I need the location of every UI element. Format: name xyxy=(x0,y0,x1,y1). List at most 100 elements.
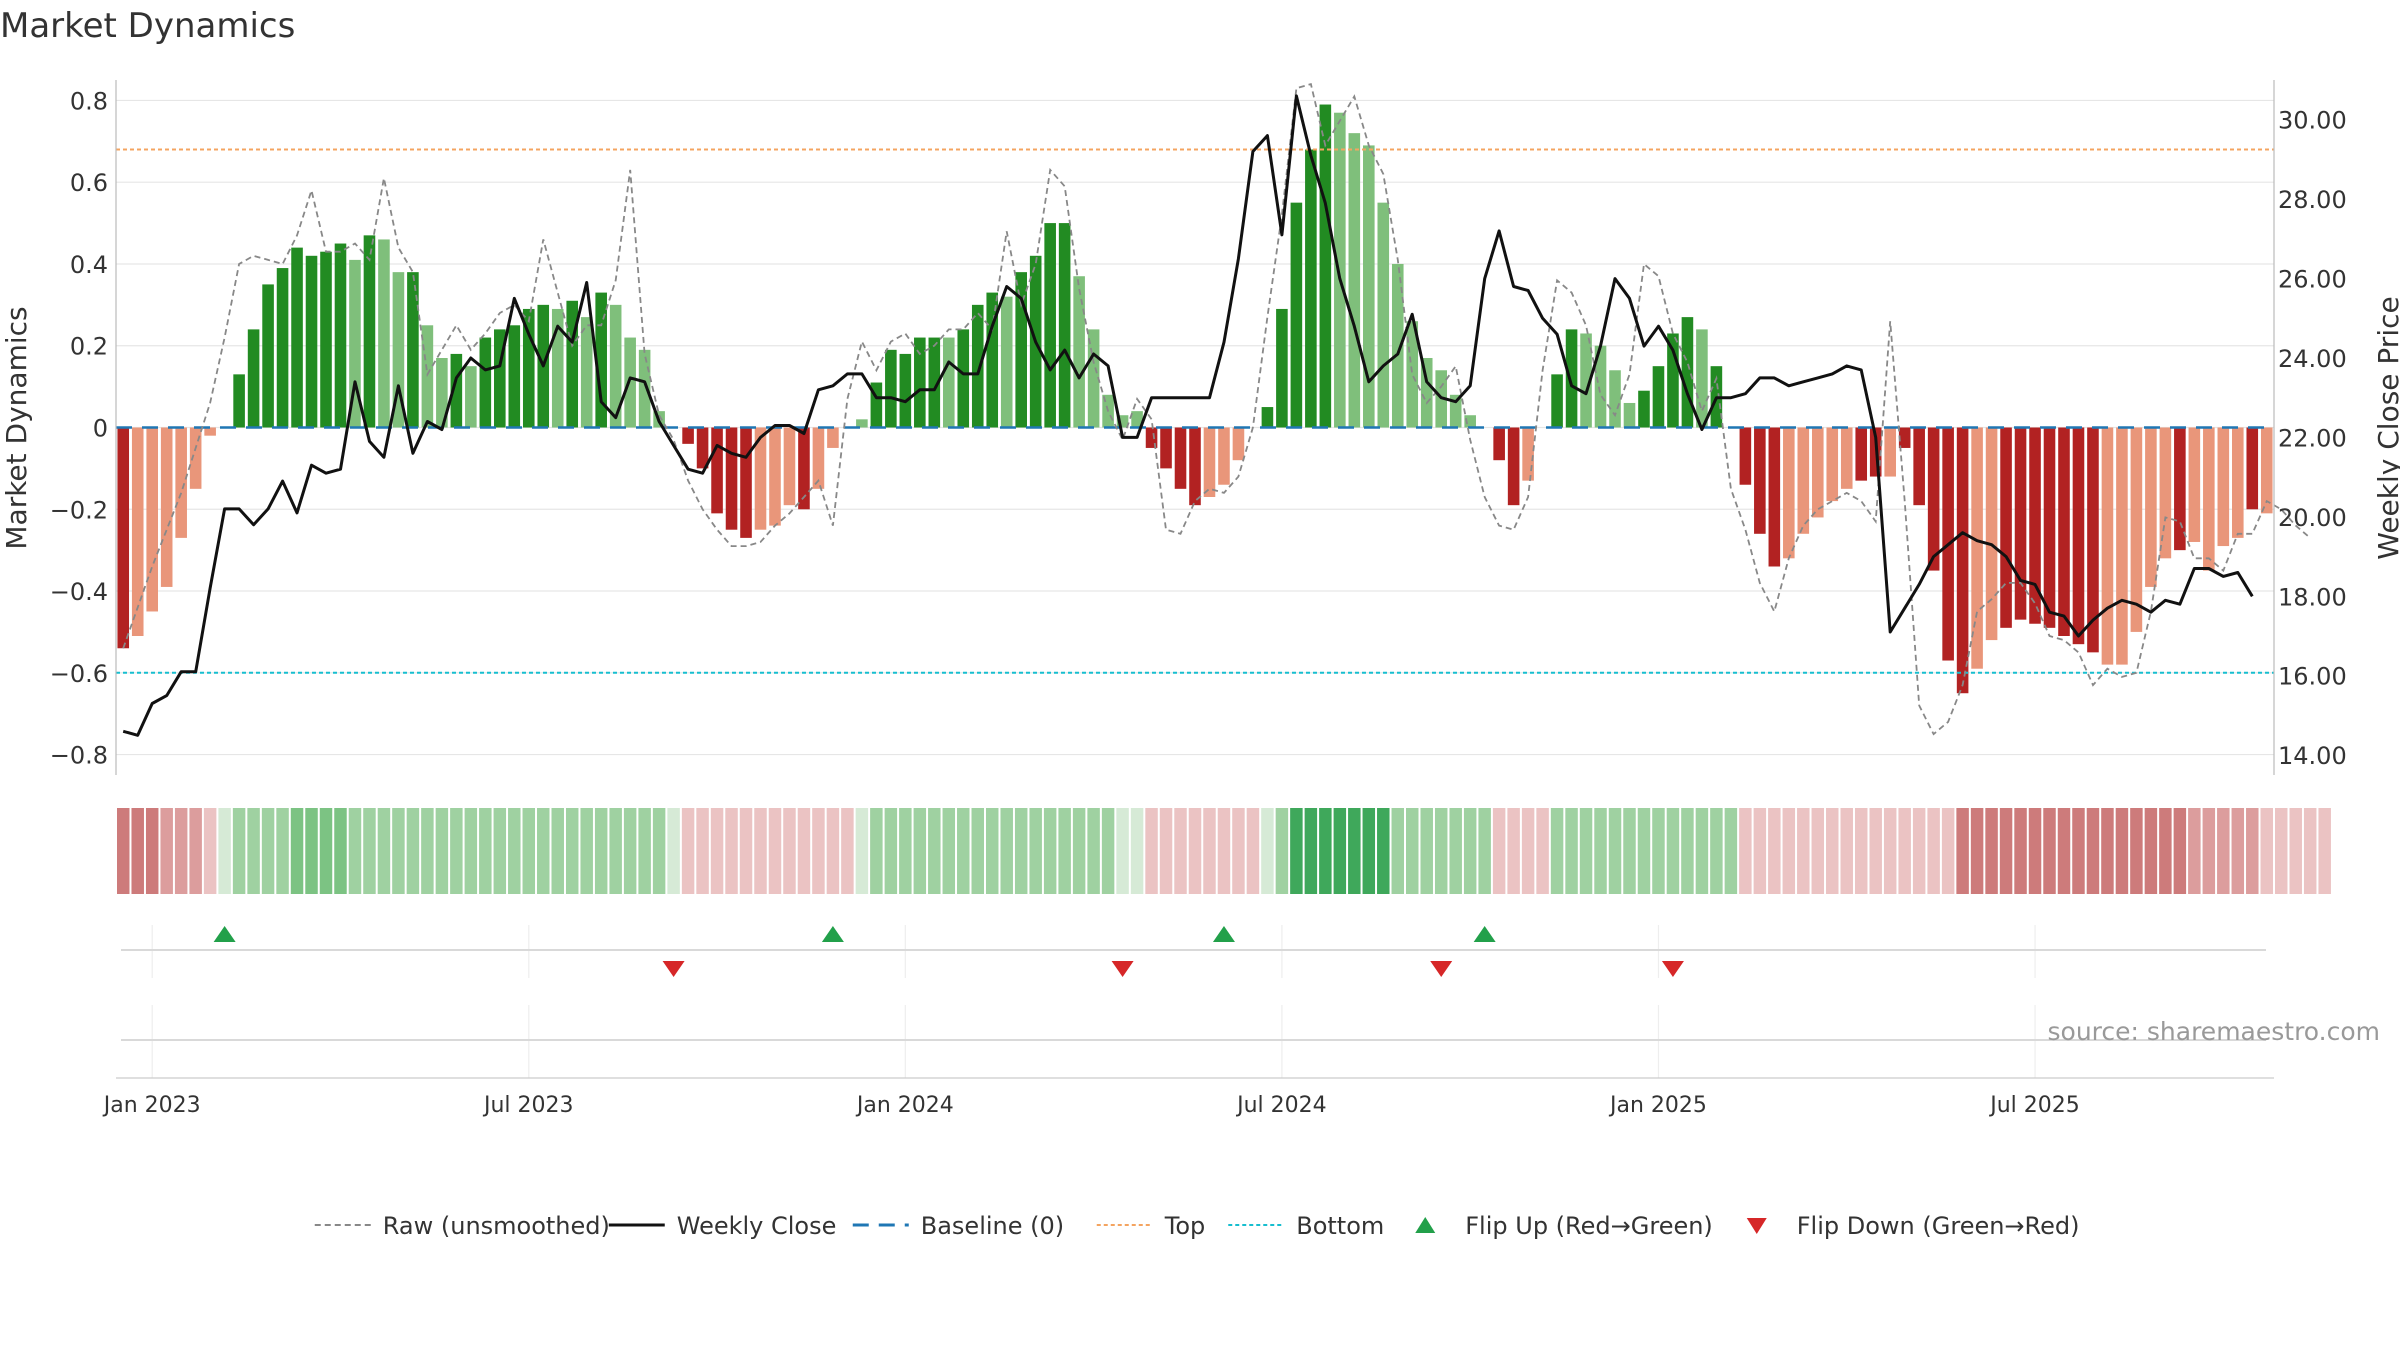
dynamics-bar xyxy=(566,300,579,428)
regime-cell xyxy=(1261,808,1274,894)
legend-label: Top xyxy=(1164,1212,1206,1240)
regime-cell xyxy=(1652,808,1665,894)
y-tick-label: −0.8 xyxy=(50,742,108,770)
dynamics-bar xyxy=(349,259,361,428)
dynamics-bar xyxy=(1768,427,1781,567)
dynamics-bar xyxy=(928,337,941,428)
regime-cell xyxy=(1145,808,1158,894)
regime-cell xyxy=(203,808,217,894)
dynamics-bar xyxy=(2043,427,2056,628)
regime-cell xyxy=(652,808,666,894)
dynamics-bar xyxy=(479,337,492,428)
dynamics-bar xyxy=(1348,133,1361,428)
reference-lines xyxy=(116,148,2274,674)
y-tick-label: −0.4 xyxy=(50,578,108,606)
dynamics-bar xyxy=(1783,427,1795,559)
legend-swatch-flip-up xyxy=(1415,1217,1436,1233)
regime-cell xyxy=(493,808,507,894)
dynamics-bar xyxy=(580,317,593,428)
regime-cell xyxy=(363,808,376,894)
dynamics-bar xyxy=(2116,427,2128,665)
regime-cell xyxy=(739,808,753,894)
regime-cell xyxy=(1739,808,1752,894)
regime-cell xyxy=(1637,808,1651,894)
dynamics-bar xyxy=(899,353,912,428)
dynamics-bar xyxy=(2145,427,2157,587)
regime-cell xyxy=(681,808,695,894)
regime-cell xyxy=(1449,808,1462,894)
regime-cell xyxy=(2173,808,2187,894)
dynamics-bar xyxy=(856,419,868,428)
dynamics-bar xyxy=(1334,112,1346,428)
dynamics-bar xyxy=(1739,427,1752,485)
dynamics-bar xyxy=(942,337,955,428)
regime-cell xyxy=(2289,808,2302,894)
regime-cell xyxy=(841,808,854,894)
dynamics-bar xyxy=(2174,427,2186,551)
flip-up-marker xyxy=(1212,926,1235,942)
regime-cell xyxy=(2217,808,2230,894)
regime-cell xyxy=(218,808,231,894)
regime-cell xyxy=(725,808,738,894)
dynamics-bar xyxy=(1565,329,1578,428)
y2-tick-label: 24.00 xyxy=(2278,345,2347,373)
dynamics-bar xyxy=(740,427,752,538)
regime-cell xyxy=(1521,808,1535,894)
dynamics-bar xyxy=(1218,427,1230,485)
regime-cell xyxy=(884,808,898,894)
regime-cell xyxy=(1333,808,1347,894)
regime-cell xyxy=(406,808,420,894)
dynamics-bar xyxy=(522,308,535,428)
regime-cell xyxy=(1941,808,1955,894)
regime-cell xyxy=(1826,808,1839,894)
regime-cell xyxy=(580,808,593,894)
legend-label: Baseline (0) xyxy=(921,1212,1064,1240)
y2-tick-label: 20.00 xyxy=(2278,504,2347,532)
y2-tick-label: 16.00 xyxy=(2278,663,2347,691)
regime-cell xyxy=(1217,808,1231,894)
regime-cell xyxy=(1579,808,1593,894)
legend: Raw (unsmoothed) Weekly Close Baseline (0)… xyxy=(314,1212,2080,1240)
regime-cell xyxy=(913,808,927,894)
dynamics-bar xyxy=(1956,427,1969,694)
dynamics-bar xyxy=(1667,333,1679,428)
dynamics-bar xyxy=(1696,329,1708,428)
dynamics-bar xyxy=(551,308,564,428)
regime-cell xyxy=(1768,808,1781,894)
dynamics-bar xyxy=(725,427,738,530)
regime-cell xyxy=(957,808,970,894)
dynamics-bar xyxy=(2246,427,2259,510)
dynamics-bar xyxy=(1276,308,1288,428)
dynamics-bar xyxy=(1638,390,1650,428)
regime-cell xyxy=(2014,808,2027,894)
regime-cell xyxy=(1956,808,1969,894)
dynamics-bar xyxy=(682,427,694,444)
dynamics-bar xyxy=(1623,402,1636,428)
flip-down-marker xyxy=(1430,961,1453,977)
dynamics-bar xyxy=(204,427,216,436)
regime-cell xyxy=(1507,808,1520,894)
dynamics-bar xyxy=(754,427,767,530)
dynamics-bar xyxy=(1160,427,1172,469)
regime-cell xyxy=(348,808,362,894)
regime-cell xyxy=(334,808,347,894)
x-tick-label: Jan 2024 xyxy=(855,1093,954,1118)
dynamics-bar xyxy=(508,325,521,428)
dynamics-bar xyxy=(2217,427,2230,547)
dynamics-bar xyxy=(175,427,187,538)
regime-cell xyxy=(1420,808,1433,894)
regime-cell xyxy=(1348,808,1361,894)
regime-cell xyxy=(797,808,811,894)
flip-markers-panel xyxy=(121,925,2266,978)
weekly-close-line xyxy=(122,94,2254,737)
regime-cell xyxy=(160,808,173,894)
regime-cell xyxy=(1304,808,1318,894)
regime-cell xyxy=(1391,808,1405,894)
regime-cell xyxy=(305,808,318,894)
dynamics-bar xyxy=(1826,427,1839,502)
dynamics-bar xyxy=(320,251,332,428)
regime-cell xyxy=(1681,808,1694,894)
regime-cell xyxy=(2144,808,2158,894)
regime-cell xyxy=(1536,808,1549,894)
regime-cell xyxy=(522,808,536,894)
